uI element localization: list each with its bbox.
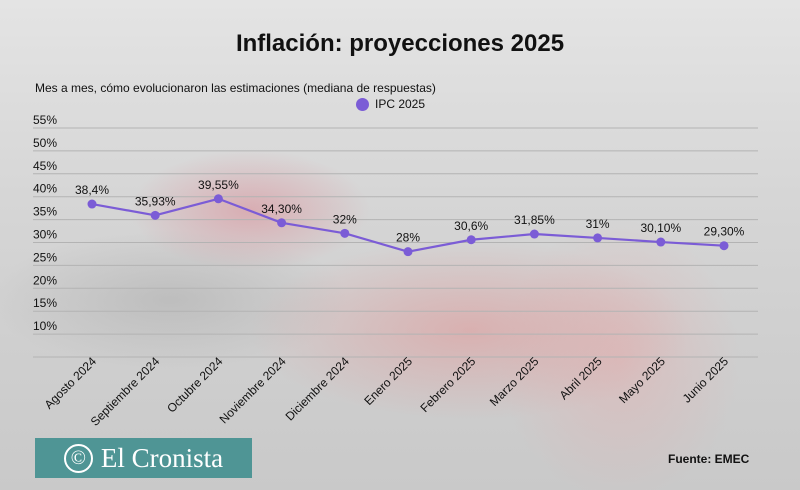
x-tick-label: Septiembre 2024 (88, 354, 163, 429)
x-tick-label: Octubre 2024 (164, 354, 226, 416)
x-tick-label: Noviembre 2024 (217, 354, 289, 426)
data-point (150, 210, 160, 220)
data-label: 28% (396, 231, 420, 245)
y-tick-label: 10% (33, 319, 57, 333)
y-tick-label: 30% (33, 228, 57, 242)
data-label: 31,85% (514, 213, 555, 227)
chart-title: Inflación: proyecciones 2025 (235, 30, 565, 57)
source-note: Fuente: EMEC (668, 452, 750, 466)
data-point (529, 229, 539, 239)
data-label: 30,6% (454, 219, 488, 233)
x-tick-label: Enero 2025 (361, 354, 415, 408)
data-point (340, 228, 350, 238)
logo-text: El Cronista (100, 442, 224, 473)
x-tick-label: Agosto 2024 (42, 354, 100, 412)
data-label: 38,4% (75, 183, 109, 197)
y-tick-label: 35% (33, 205, 57, 219)
chart-subtitle: Mes a mes, cómo evolucionaron las estima… (35, 81, 436, 95)
el-cronista-logo: © El Cronista (35, 438, 252, 478)
x-tick-label: Junio 2025 (680, 354, 732, 406)
y-tick-label: 55% (33, 113, 57, 127)
legend-label: IPC 2025 (375, 97, 426, 111)
legend-marker (356, 97, 369, 111)
data-label: 39,55% (198, 178, 239, 192)
data-point (213, 194, 223, 204)
data-point (656, 237, 666, 247)
y-tick-label: 40% (33, 182, 57, 196)
data-label: 35,93% (135, 194, 176, 208)
data-point (277, 218, 287, 228)
y-tick-label: 15% (33, 296, 57, 310)
legend: IPC 2025 (356, 97, 425, 111)
y-tick-label: 20% (33, 273, 57, 287)
x-tick-label: Febrero 2025 (417, 354, 478, 415)
copyright-c-icon: © (63, 443, 93, 473)
data-label: 29,30% (704, 225, 745, 239)
data-point (466, 235, 476, 245)
x-tick-label: Marzo 2025 (487, 354, 542, 409)
line-chart: 10% 15% 20% 25% 30% 35% 40% 45% 50% 55% 38,4% 35,9… (33, 113, 758, 429)
data-label: 30,10% (640, 221, 681, 235)
data-point (403, 247, 413, 257)
data-label: 31% (586, 217, 610, 231)
data-label: 34,30% (261, 202, 302, 216)
y-tick-label: 25% (33, 250, 57, 264)
data-point (719, 241, 729, 251)
x-tick-label: Diciembre 2024 (283, 354, 353, 424)
data-label: 32% (333, 212, 357, 226)
y-tick-label: 45% (33, 159, 57, 173)
y-tick-label: 50% (33, 136, 57, 150)
data-point (593, 233, 603, 243)
x-tick-label: Abril 2025 (557, 354, 605, 402)
data-point (87, 199, 97, 209)
x-tick-label: Mayo 2025 (616, 354, 668, 406)
